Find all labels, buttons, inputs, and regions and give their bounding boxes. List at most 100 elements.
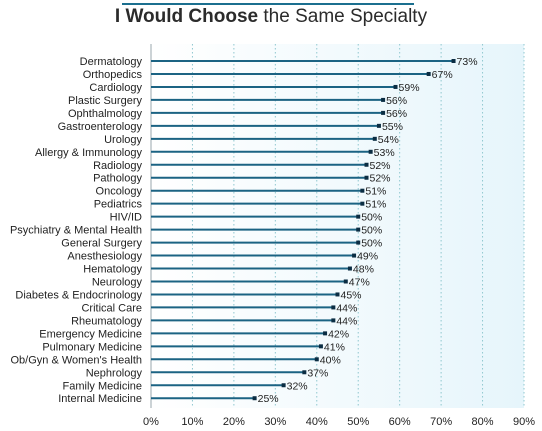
value-label: 51% xyxy=(365,199,386,211)
value-label: 54% xyxy=(378,134,399,146)
value-label: 32% xyxy=(287,380,308,392)
x-tick-label: 10% xyxy=(181,416,203,428)
bar-end-marker xyxy=(426,71,431,76)
value-label: 73% xyxy=(457,56,478,68)
value-label: 50% xyxy=(361,225,382,237)
x-tick-label: 20% xyxy=(223,416,245,428)
bar-end-marker xyxy=(368,149,373,154)
bar-end-marker xyxy=(314,357,319,362)
bar-end-marker xyxy=(360,201,365,206)
x-tick-label: 30% xyxy=(264,416,286,428)
value-label: 67% xyxy=(432,69,453,81)
category-label: Allergy & Immunology xyxy=(35,147,142,159)
category-label: Diabetes & Endocrinology xyxy=(15,289,142,301)
bar-end-marker xyxy=(347,266,352,271)
value-label: 45% xyxy=(341,289,362,301)
bar-end-marker xyxy=(360,188,365,193)
bar-end-marker xyxy=(356,240,361,245)
value-label: 37% xyxy=(307,367,328,379)
value-label: 49% xyxy=(357,251,378,263)
value-label: 52% xyxy=(370,173,391,185)
bar-end-marker xyxy=(281,383,286,388)
category-label: Orthopedics xyxy=(83,69,143,81)
value-label: 47% xyxy=(349,276,370,288)
category-label: Internal Medicine xyxy=(58,393,142,405)
bar-end-marker xyxy=(252,396,257,401)
category-label: Neurology xyxy=(92,276,143,288)
bar-end-marker xyxy=(331,305,336,310)
value-label: 40% xyxy=(320,354,341,366)
value-label: 51% xyxy=(365,186,386,198)
category-label: Cardiology xyxy=(89,82,142,94)
category-label: Rheumatology xyxy=(71,315,142,327)
x-tick-label: 70% xyxy=(430,416,452,428)
category-label: General Surgery xyxy=(61,238,142,250)
bar-end-marker xyxy=(381,110,386,115)
value-label: 44% xyxy=(336,302,357,314)
chart-title: I Would Choose the Same Specialty xyxy=(0,6,542,28)
bars xyxy=(151,59,456,401)
category-label: Plastic Surgery xyxy=(68,95,142,107)
title-rule xyxy=(122,3,414,5)
category-label: Radiology xyxy=(93,160,142,172)
bar-end-marker xyxy=(352,253,357,258)
chart-title-rest: the Same Specialty xyxy=(258,6,428,27)
bar-end-marker xyxy=(302,370,307,375)
value-label: 53% xyxy=(374,147,395,159)
bar-end-marker xyxy=(372,136,377,141)
value-label: 42% xyxy=(328,328,349,340)
bar-end-marker xyxy=(381,97,386,102)
gridlines xyxy=(150,44,525,408)
category-label: Anesthesiology xyxy=(67,251,142,263)
value-label: 50% xyxy=(361,238,382,250)
value-label: 50% xyxy=(361,212,382,224)
bar-end-marker xyxy=(364,175,369,180)
bar-end-marker xyxy=(376,123,381,128)
category-label: Pathology xyxy=(93,173,142,185)
bar-end-marker xyxy=(451,59,456,63)
value-label: 56% xyxy=(386,108,407,120)
category-labels: DermatologyOrthopedicsCardiologyPlastic … xyxy=(10,56,143,405)
category-label: Gastroenterology xyxy=(58,121,143,133)
bar-end-marker xyxy=(323,331,328,336)
category-label: Hematology xyxy=(83,264,142,276)
value-label: 25% xyxy=(258,393,279,405)
category-label: Pulmonary Medicine xyxy=(42,341,142,353)
value-label: 55% xyxy=(382,121,403,133)
category-label: Ob/Gyn & Women's Health xyxy=(10,354,142,366)
bar-end-marker xyxy=(393,84,398,89)
category-label: Psychiatry & Mental Health xyxy=(10,225,142,237)
category-label: Dermatology xyxy=(80,56,143,68)
x-axis-tick-labels: 0% 10% 20% 30% 40% 50% 60% 70% 80% 90% xyxy=(143,416,535,428)
x-tick-label: 90% xyxy=(513,416,535,428)
category-label: Urology xyxy=(104,134,142,146)
value-label: 56% xyxy=(386,95,407,107)
bar-end-marker xyxy=(356,214,361,219)
bar-end-marker xyxy=(356,227,361,232)
value-label: 44% xyxy=(336,315,357,327)
category-label: Pediatrics xyxy=(94,199,143,211)
x-tick-label: 80% xyxy=(472,416,494,428)
category-label: HIV/ID xyxy=(110,212,142,224)
x-tick-label: 60% xyxy=(389,416,411,428)
bar-end-marker xyxy=(331,318,336,323)
value-label: 48% xyxy=(353,264,374,276)
chart-title-bold: I Would Choose xyxy=(114,6,259,27)
category-label: Oncology xyxy=(96,186,143,198)
x-tick-label: 0% xyxy=(143,416,159,428)
category-label: Emergency Medicine xyxy=(39,328,142,340)
category-label: Critical Care xyxy=(81,302,142,314)
category-label: Family Medicine xyxy=(63,380,142,392)
x-tick-label: 40% xyxy=(306,416,328,428)
bar-end-marker xyxy=(318,344,323,349)
value-label: 59% xyxy=(399,82,420,94)
value-labels: 73%67%59%56%56%55%54%53%52%52%51%51%50%5… xyxy=(258,56,478,405)
x-tick-label: 50% xyxy=(347,416,369,428)
bar-end-marker xyxy=(364,162,369,167)
category-label: Ophthalmology xyxy=(68,108,142,120)
value-label: 41% xyxy=(324,341,345,353)
category-label: Nephrology xyxy=(86,367,143,379)
bar-end-marker xyxy=(335,292,340,297)
bar-end-marker xyxy=(343,279,348,284)
